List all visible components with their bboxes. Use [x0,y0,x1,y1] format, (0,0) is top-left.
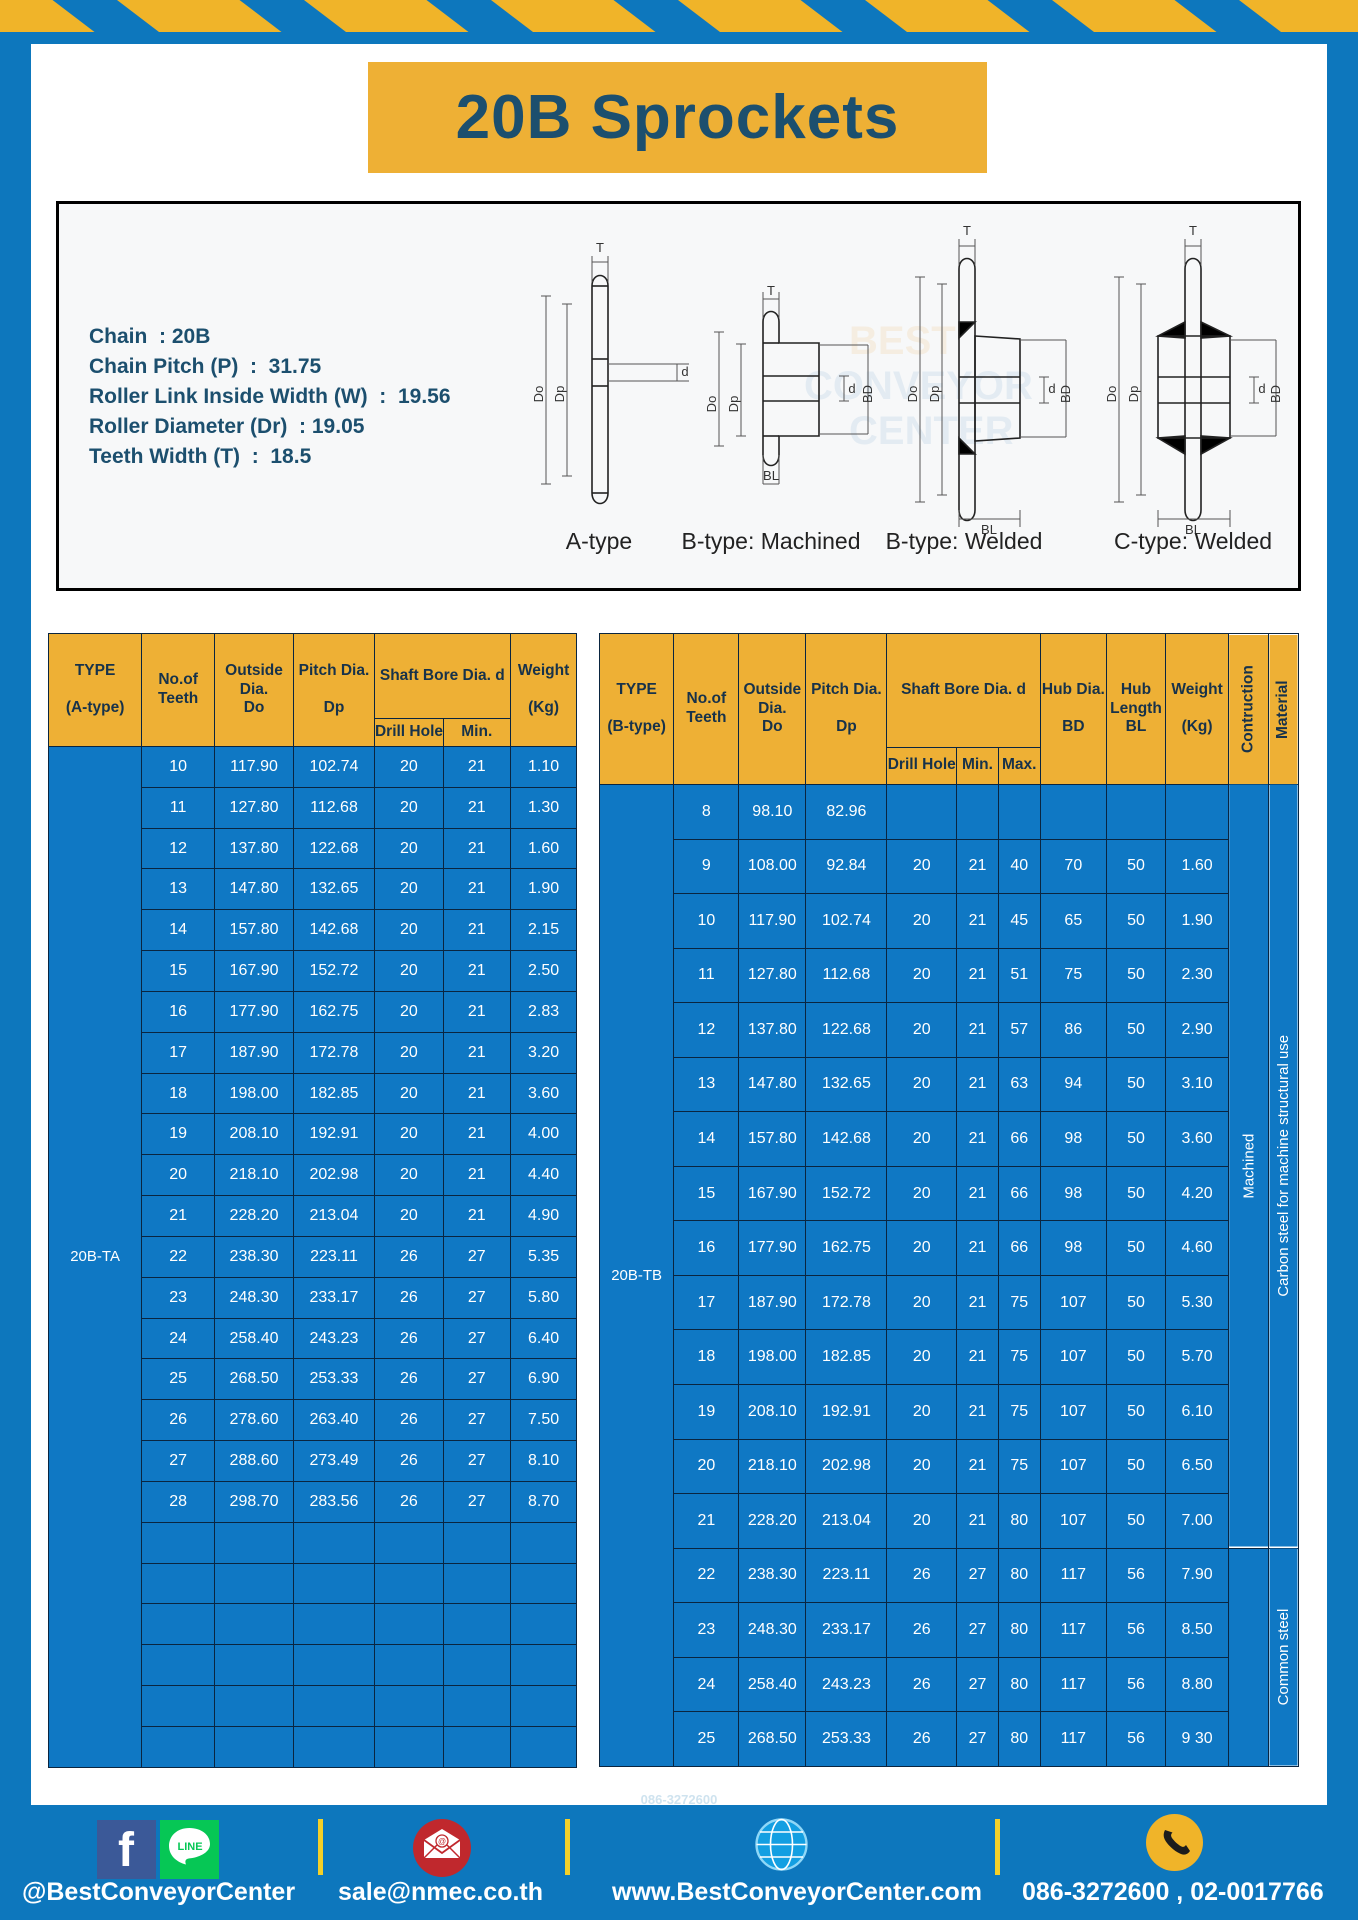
svg-text:@: @ [438,1837,446,1846]
svg-text:f: f [118,1824,135,1877]
svg-text:B-type: Machined: B-type: Machined [682,528,861,554]
svg-text:T: T [1189,223,1197,238]
svg-text:BD: BD [1058,385,1073,403]
svg-text:Dp: Dp [1126,386,1141,403]
svg-text:Dp: Dp [927,386,942,403]
svg-text:CENTER: CENTER [849,409,1014,453]
svg-text:C-type: Welded: C-type: Welded [1114,528,1272,554]
svg-text:BL: BL [981,522,997,537]
svg-text:A-type: A-type [566,528,632,554]
svg-text:LINE: LINE [177,1841,202,1853]
svg-text:Dp: Dp [552,386,567,403]
svg-text:BEST: BEST [849,319,956,363]
svg-text:Dp: Dp [726,396,741,413]
svg-text:Do: Do [704,396,719,413]
svg-text:BL: BL [763,468,779,483]
svg-text:Do: Do [531,386,546,403]
svg-text:d: d [1048,381,1055,396]
svg-text:B-type: Welded: B-type: Welded [886,528,1043,554]
svg-text:T: T [963,223,971,238]
svg-text:T: T [596,240,604,255]
svg-text:BD: BD [860,385,875,403]
svg-text:d: d [681,364,688,379]
svg-text:Do: Do [905,386,920,403]
svg-text:Do: Do [1104,386,1119,403]
svg-text:T: T [767,283,775,298]
svg-text:d: d [1258,381,1265,396]
svg-text:BD: BD [1268,385,1283,403]
svg-text:d: d [848,381,855,396]
